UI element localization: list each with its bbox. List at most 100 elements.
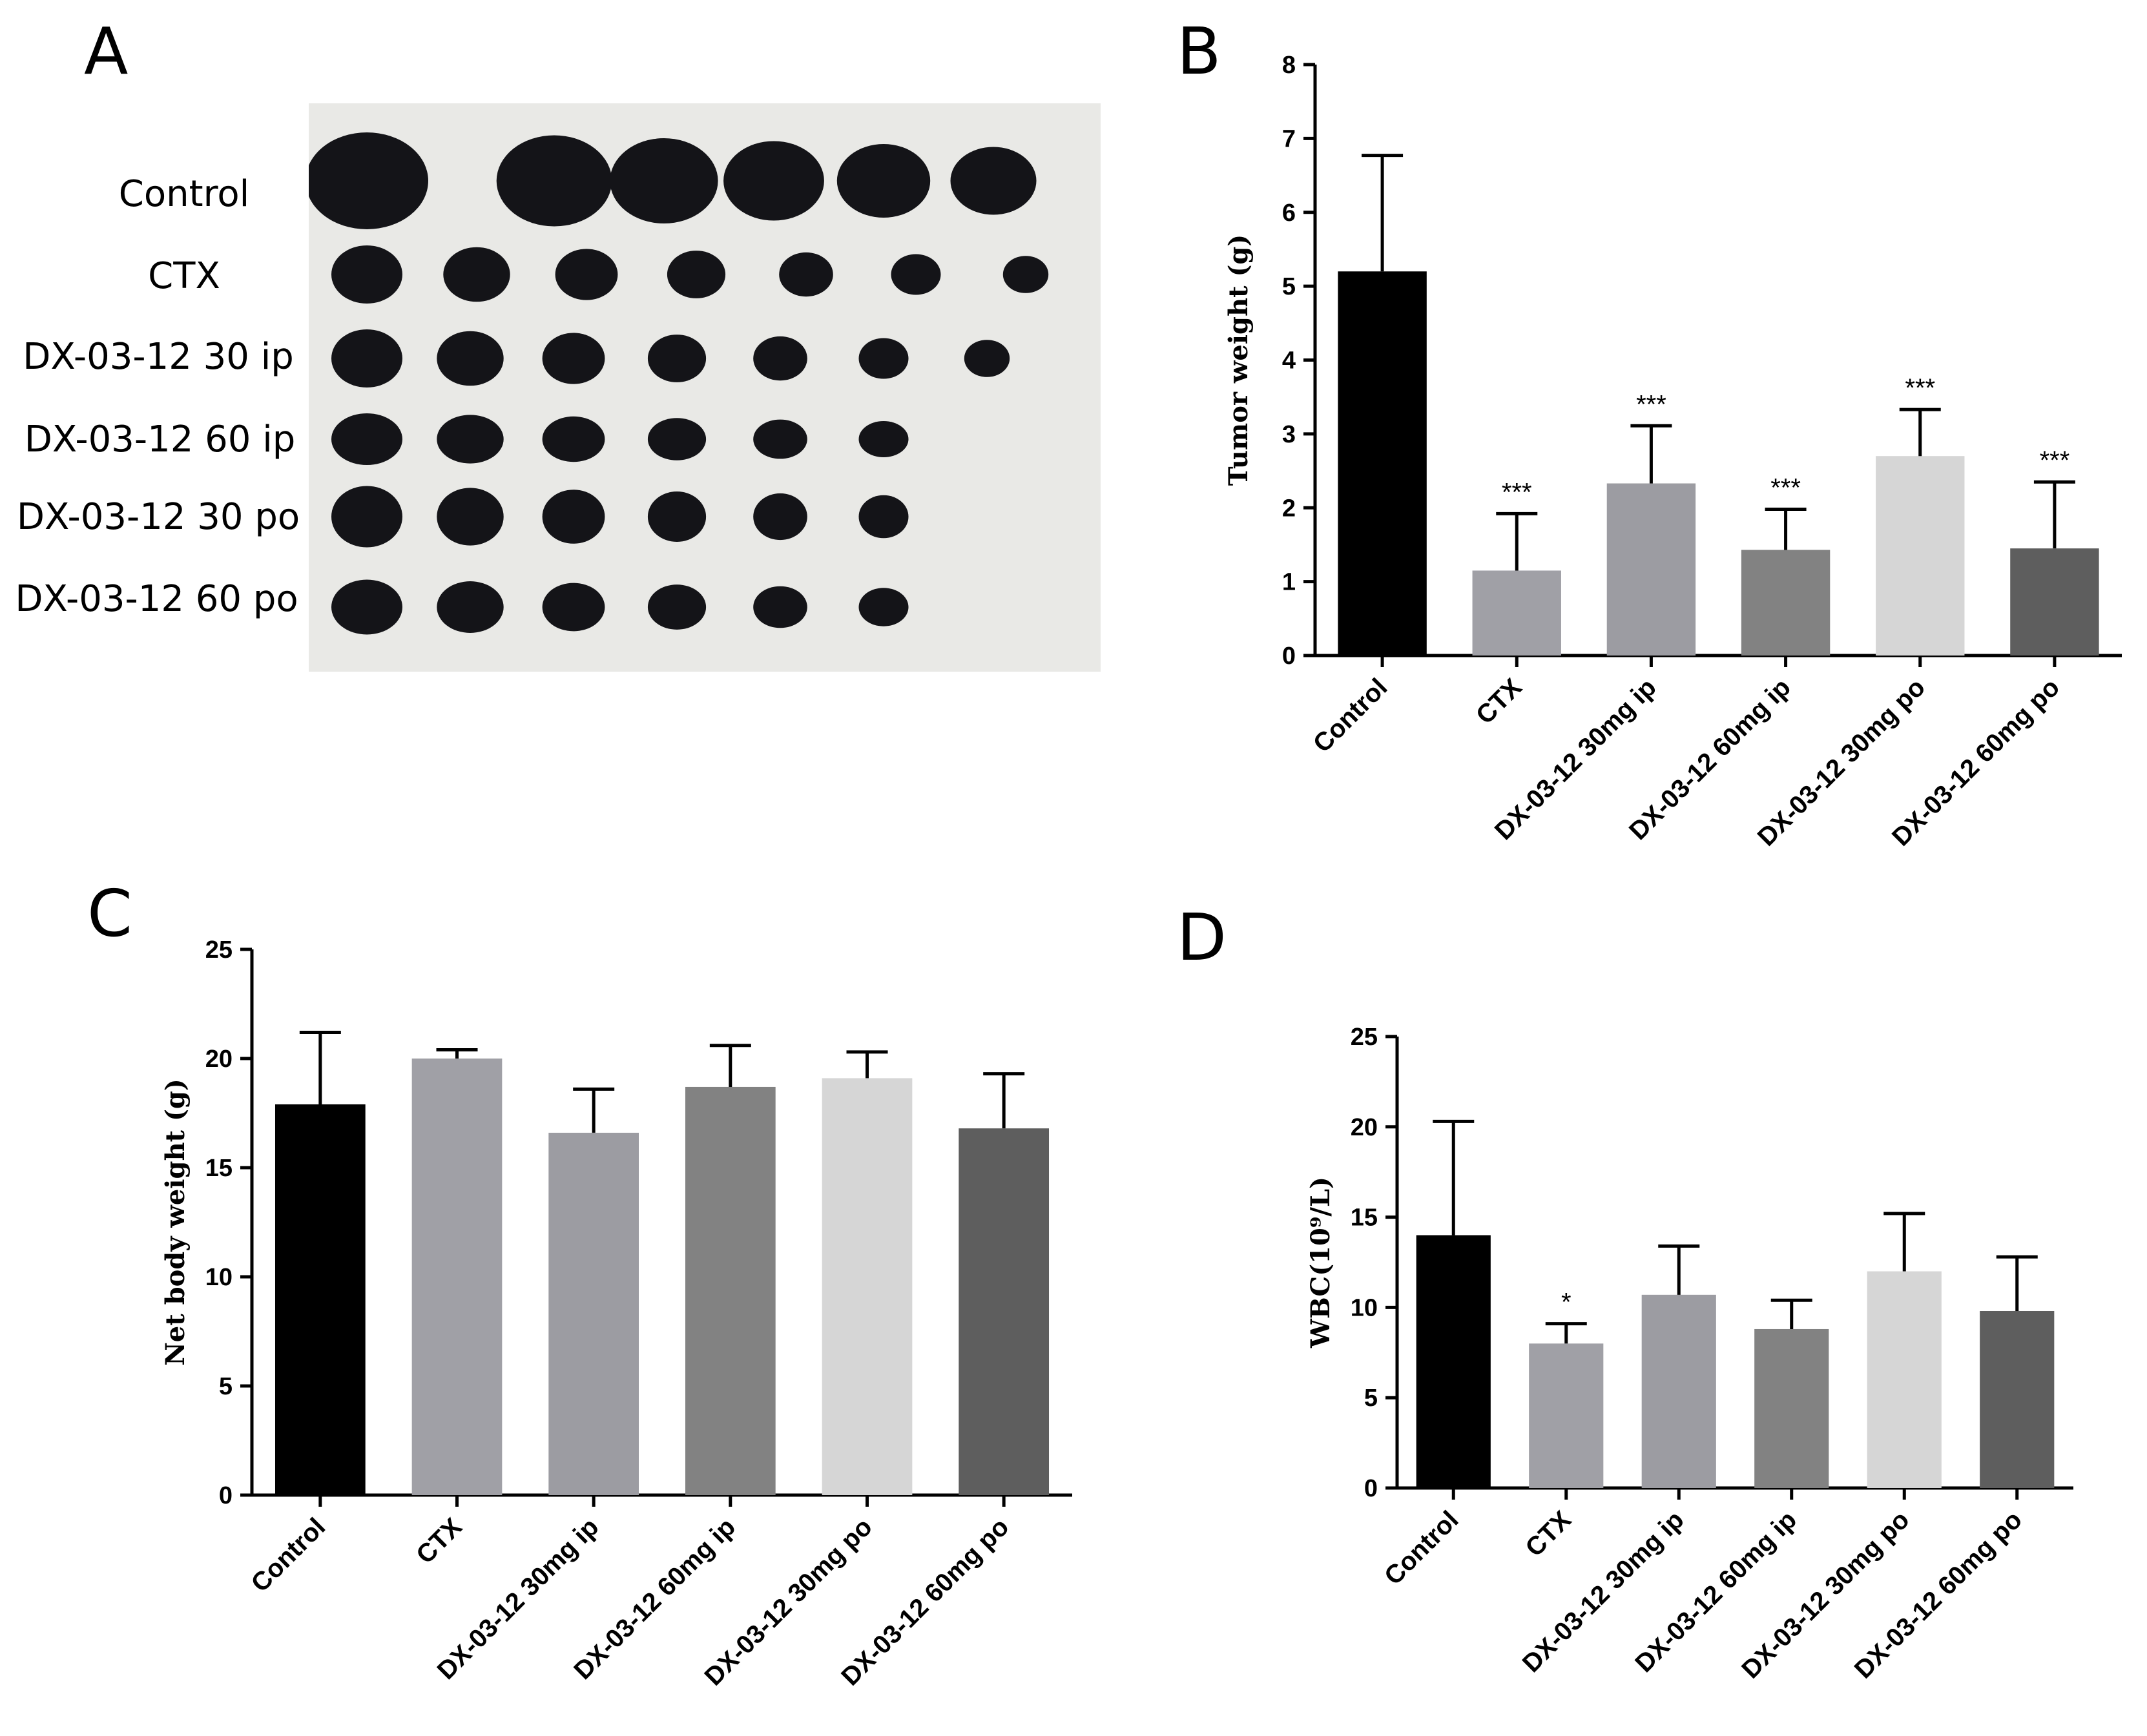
- tumor-specimen: [753, 493, 807, 541]
- y-axis-label: Tumor weight (g): [1223, 234, 1254, 486]
- y-tick-label: 15: [205, 1155, 233, 1182]
- bar: [1876, 456, 1965, 656]
- y-tick-label: 2: [1282, 495, 1296, 522]
- tumor-specimen: [858, 588, 909, 626]
- y-tick-label: 15: [1351, 1204, 1378, 1232]
- significance-marker: ***: [1905, 374, 1935, 402]
- tumor-specimen: [858, 338, 909, 379]
- tumor-photo-image: [309, 132, 1049, 635]
- y-tick-label: 5: [1282, 273, 1296, 300]
- panel-letter-c: C: [87, 876, 132, 951]
- bar: [822, 1078, 913, 1495]
- tumor-specimen: [667, 251, 726, 298]
- y-tick-label: 20: [1351, 1114, 1378, 1141]
- panel-letter-a: A: [84, 14, 129, 89]
- bar: [1416, 1235, 1491, 1488]
- tumor-specimen: [542, 490, 605, 544]
- tumor-specimen: [647, 491, 707, 542]
- photo-row-label-control: Control: [118, 173, 250, 215]
- y-tick-label: 8: [1282, 52, 1296, 79]
- tumor-specimen: [858, 421, 909, 457]
- bar: [959, 1128, 1050, 1495]
- tumor-specimen: [964, 340, 1010, 377]
- tumor-specimen: [891, 254, 941, 295]
- panel-letter-d: D: [1177, 900, 1227, 975]
- y-tick-label: 20: [205, 1046, 233, 1073]
- significance-marker: ***: [1770, 474, 1801, 502]
- tumor-specimen: [331, 579, 402, 635]
- photo-row-label-30-ip: DX-03-12 30 ip: [23, 336, 294, 378]
- bar: [1980, 1310, 2055, 1488]
- tumor-specimen: [331, 245, 402, 304]
- bar: [1529, 1343, 1604, 1488]
- tumor-specimen: [331, 329, 402, 388]
- photo-row-label-60-po: DX-03-12 60 po: [15, 578, 298, 620]
- bar: [1338, 271, 1427, 656]
- significance-marker: ***: [1502, 478, 1532, 506]
- tumor-specimen: [331, 413, 402, 465]
- tumor-specimen: [647, 335, 707, 382]
- bar: [1867, 1271, 1942, 1488]
- tumor-specimen: [555, 249, 618, 300]
- tumor-specimen: [858, 495, 909, 539]
- tumor-specimen: [309, 132, 428, 229]
- significance-marker: *: [1561, 1288, 1571, 1317]
- y-tick-label: 1: [1282, 569, 1296, 596]
- bar: [411, 1059, 503, 1495]
- bar: [1472, 570, 1561, 656]
- tumor-specimen: [542, 583, 605, 632]
- y-tick-label: 7: [1282, 125, 1296, 152]
- tumor-specimen: [836, 144, 931, 218]
- tumor-specimen: [779, 252, 833, 297]
- bar: [548, 1132, 639, 1495]
- x-category-label: Control: [1379, 1505, 1464, 1591]
- tumor-specimen: [950, 147, 1037, 215]
- photo-row-label-60-ip: DX-03-12 60 ip: [24, 418, 296, 460]
- photo-row-label-ctx: CTX: [148, 255, 220, 297]
- bar: [275, 1104, 366, 1495]
- tumor-specimen: [331, 486, 402, 548]
- tumor-specimen: [753, 336, 807, 381]
- y-tick-label: 10: [1351, 1294, 1378, 1321]
- y-tick-label: 0: [1364, 1475, 1378, 1502]
- bar: [1606, 483, 1696, 656]
- tumor-specimen: [647, 418, 707, 460]
- tumor-specimen: [753, 419, 807, 459]
- y-tick-label: 5: [1364, 1385, 1378, 1412]
- y-tick-label: 0: [1282, 643, 1296, 670]
- tumor-specimen: [542, 333, 605, 384]
- tumor-photo: [309, 103, 1101, 672]
- significance-marker: ***: [2040, 446, 2070, 475]
- y-tick-label: 0: [219, 1482, 233, 1509]
- y-tick-label: 10: [205, 1264, 233, 1291]
- bar: [1641, 1294, 1716, 1488]
- tumor-specimen: [437, 488, 504, 546]
- tumor-specimen: [753, 586, 807, 628]
- y-axis-label: Net body weight (g): [160, 1079, 191, 1366]
- bar: [685, 1086, 776, 1495]
- bar: [1741, 550, 1831, 656]
- tumor-specimen: [1002, 256, 1049, 293]
- y-tick-label: 4: [1282, 347, 1296, 375]
- significance-marker: ***: [1636, 390, 1666, 418]
- panel-letter-b: B: [1177, 14, 1221, 89]
- y-tick-label: 3: [1282, 421, 1296, 448]
- tumor-specimen: [437, 581, 504, 633]
- y-axis-label: WBC(10⁹/L): [1305, 1177, 1336, 1348]
- tumor-specimen: [647, 584, 707, 630]
- tumor-specimen: [610, 138, 718, 223]
- y-tick-label: 6: [1282, 200, 1296, 227]
- tumor-specimen: [437, 331, 504, 386]
- tumor-specimen: [443, 247, 510, 302]
- tumor-specimen: [542, 416, 605, 462]
- x-category-label: CTX: [1520, 1505, 1577, 1562]
- y-tick-label: 5: [219, 1373, 233, 1400]
- tumor-specimen: [496, 135, 612, 227]
- tumor-specimen: [437, 415, 504, 464]
- tumor-specimen: [723, 141, 824, 221]
- bar: [2010, 548, 2099, 656]
- y-tick-label: 25: [1351, 1024, 1378, 1051]
